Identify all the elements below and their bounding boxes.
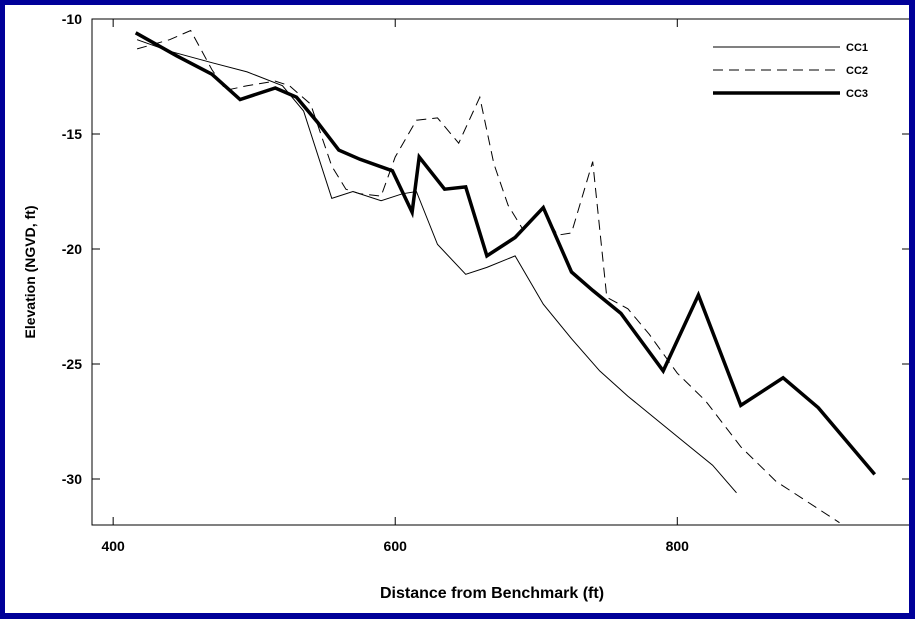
y-tick-label: -20: [62, 241, 82, 257]
legend-label-cc3: CC3: [846, 88, 868, 100]
y-axis: -10 -15 -20 -25 -30: [62, 11, 909, 487]
legend-label-cc1: CC1: [846, 42, 868, 54]
elevation-profile-chart: -10 -15 -20 -25 -30 400 600 800 CC1 CC2 CC3 Dist…: [22, 11, 909, 602]
x-axis: 400 600 800: [101, 19, 689, 554]
legend: CC1 CC2 CC3: [713, 42, 868, 100]
x-tick-label: 800: [666, 538, 690, 554]
plot-frame: [91, 18, 909, 526]
series-line-cc2: [136, 29, 840, 524]
y-tick-label: -15: [62, 126, 82, 142]
y-tick-label: -25: [62, 356, 82, 372]
x-tick-label: 400: [101, 538, 125, 554]
x-tick-label: 600: [384, 538, 408, 554]
series-line-cc3: [134, 31, 877, 476]
chart-panel: -10 -15 -20 -25 -30 400 600 800 CC1 CC2 CC3 Dist…: [5, 5, 909, 613]
y-tick-label: -30: [62, 471, 82, 487]
series-layer: [134, 29, 877, 524]
y-axis-title: Elevation (NGVD, ft): [22, 205, 38, 338]
legend-label-cc2: CC2: [846, 65, 868, 77]
y-tick-label: -10: [62, 11, 82, 27]
series-line-cc1: [136, 39, 737, 494]
x-axis-title: Distance from Benchmark (ft): [380, 585, 604, 602]
